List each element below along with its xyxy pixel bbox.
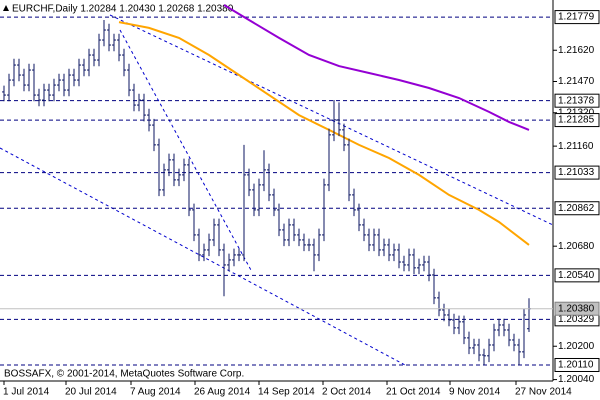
y-tick-label: 1.20040 <box>558 374 595 385</box>
x-tick-label: 14 Sep 2014 <box>258 387 315 398</box>
trend-line <box>119 29 253 273</box>
level-label: 1.21033 <box>558 167 595 178</box>
level-label: 1.20862 <box>558 203 595 214</box>
x-tick-label: 26 Aug 2014 <box>194 387 251 398</box>
trend-line <box>0 147 406 366</box>
y-tick-label: 1.20200 <box>558 341 595 352</box>
level-label: 1.21378 <box>558 95 595 106</box>
level-label-box <box>554 165 600 180</box>
copyright: BOSSAFX, © 2001-2014, MetaQuotes Softwar… <box>4 369 244 380</box>
level-label-box <box>554 10 600 25</box>
level-label: 1.20110 <box>558 360 594 371</box>
trend-line <box>109 14 554 226</box>
level-label-box <box>554 268 600 283</box>
moving-average-line <box>223 4 530 131</box>
level-label-box <box>554 113 600 128</box>
last-price-label: 1.20380 <box>558 303 595 314</box>
level-label: 1.21285 <box>558 115 595 126</box>
x-tick-label: 1 Jul 2014 <box>3 387 50 398</box>
x-tick-label: 20 Jul 2014 <box>65 387 117 398</box>
level-label: 1.20540 <box>558 270 595 281</box>
y-tick-label: 1.21160 <box>558 141 594 152</box>
x-tick-label: 2 Oct 2014 <box>322 387 371 398</box>
y-tick-label: 1.21470 <box>558 76 595 87</box>
level-label-box <box>554 93 600 108</box>
y-tick-label: 1.21620 <box>558 45 595 56</box>
y-tick-label: 1.20680 <box>558 241 595 252</box>
last-price-box <box>554 301 600 316</box>
x-tick-label: 7 Aug 2014 <box>130 387 181 398</box>
level-label: 1.20329 <box>558 314 595 325</box>
x-tick-label: 9 Nov 2014 <box>449 387 501 398</box>
x-tick-label: 21 Oct 2014 <box>386 387 441 398</box>
symbol-icon <box>3 5 9 11</box>
level-label-box <box>554 357 600 372</box>
x-tick-label: 27 Nov 2014 <box>515 387 572 398</box>
level-label-box <box>554 201 600 216</box>
level-label: 1.21779 <box>558 12 595 23</box>
chart-title: EURCHF,Daily 1.20284 1.20430 1.20268 1.2… <box>12 4 234 15</box>
trend-lines <box>0 14 554 366</box>
y-tick-label: 1.21320 <box>558 107 595 118</box>
